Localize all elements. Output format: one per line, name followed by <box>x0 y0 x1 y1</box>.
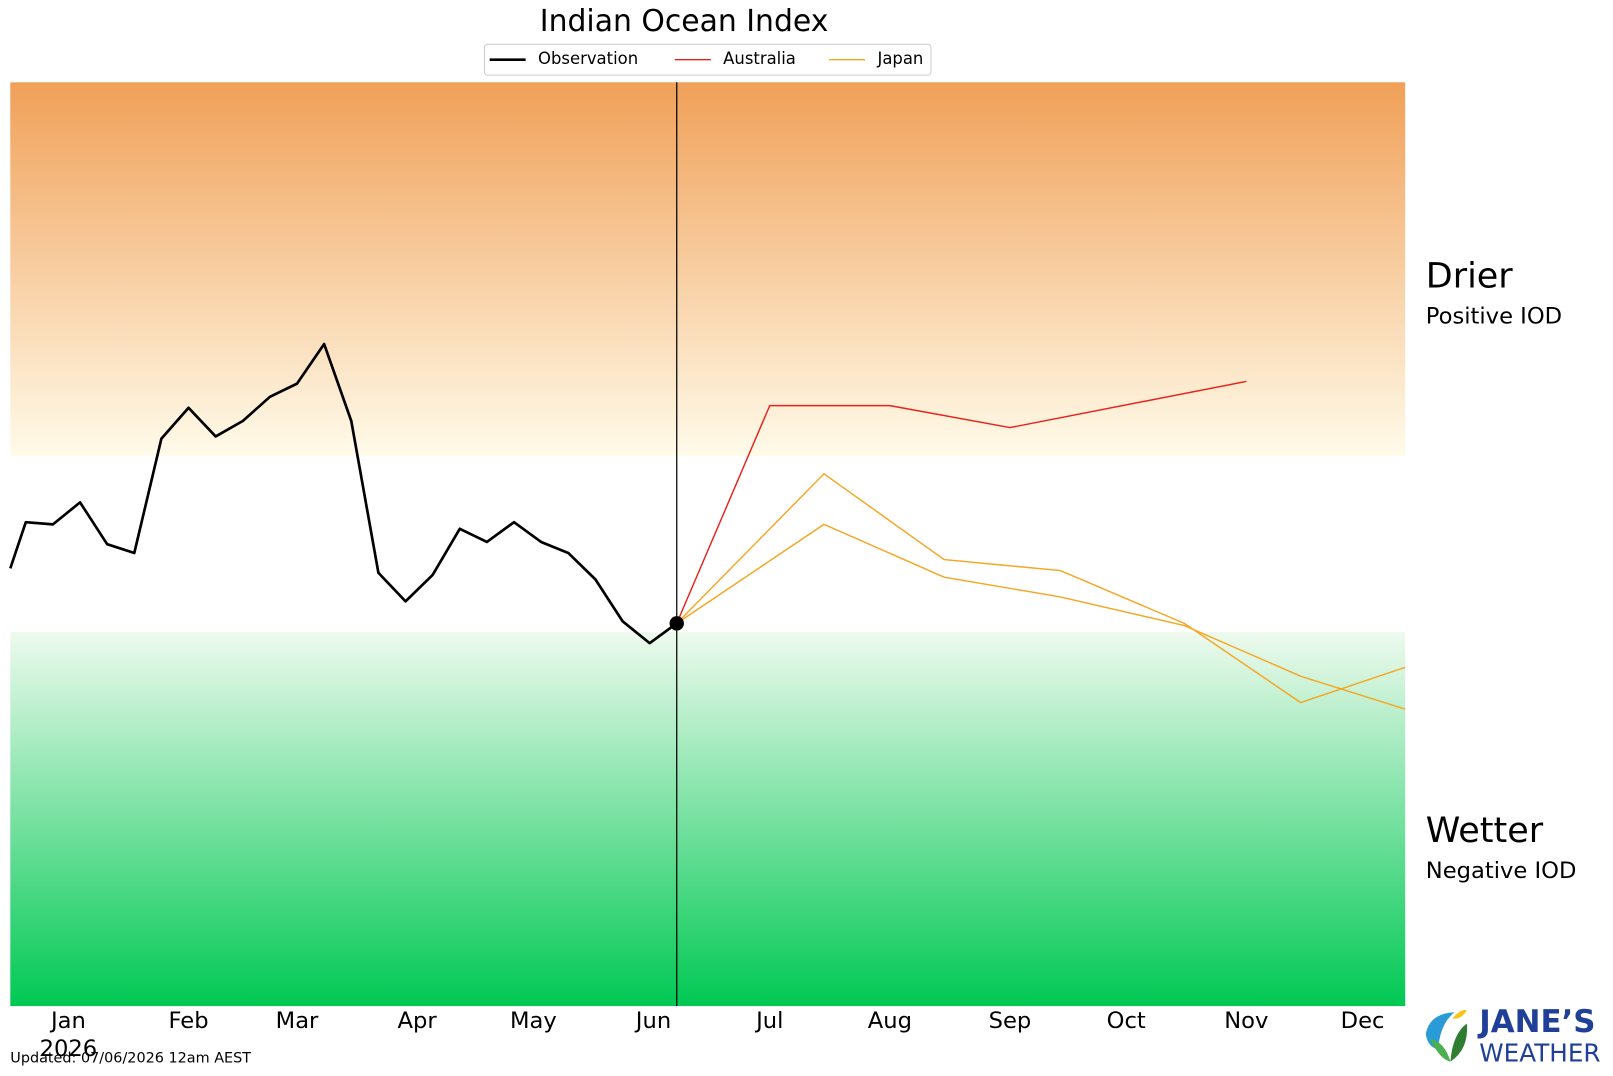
annotation: Drier <box>1426 257 1514 297</box>
member-line <box>676 523 1406 710</box>
x-tick-label: Jul <box>754 1008 783 1034</box>
x-tick-label: Oct <box>1107 1008 1146 1034</box>
logo-icon <box>1429 1038 1451 1062</box>
x-tick-label: Aug <box>868 1008 912 1034</box>
legend-label: Australia <box>723 49 796 68</box>
logo-text: WEATHER <box>1479 1038 1600 1067</box>
series-line <box>676 380 1247 624</box>
negative-band <box>10 632 1406 1007</box>
x-tick-label: Jun <box>634 1008 671 1034</box>
x-year-label: 2026 <box>40 1036 98 1062</box>
logo: JANE’S WEATHER <box>1425 1004 1601 1067</box>
chart-title: Indian Ocean Index <box>540 4 829 39</box>
x-tick-label: May <box>510 1008 557 1034</box>
x-tick-label: Apr <box>398 1008 438 1034</box>
legend-label: Observation <box>538 49 638 68</box>
member-line <box>676 472 1406 704</box>
x-tick-label: Feb <box>169 1008 209 1034</box>
x-tick-label: Sep <box>989 1008 1032 1034</box>
annotation: Wetter <box>1426 811 1544 851</box>
logo-text: JANE’S <box>1477 1004 1595 1040</box>
logo-icon <box>1452 1009 1467 1019</box>
latest-point <box>669 616 684 631</box>
annotation: Negative IOD <box>1426 858 1577 884</box>
annotation: Positive IOD <box>1426 303 1562 329</box>
x-tick-label: Jan <box>49 1008 86 1034</box>
legend-label: Japan <box>876 49 923 68</box>
series-line <box>9 342 678 645</box>
positive-band <box>10 82 1406 457</box>
updated-note: Updated: 07/06/2026 12am AEST <box>10 1051 251 1067</box>
x-tick-label: Mar <box>276 1008 319 1034</box>
x-tick-label: Nov <box>1224 1008 1268 1034</box>
x-tick-label: Dec <box>1341 1008 1385 1034</box>
logo-icon <box>1450 1023 1468 1062</box>
